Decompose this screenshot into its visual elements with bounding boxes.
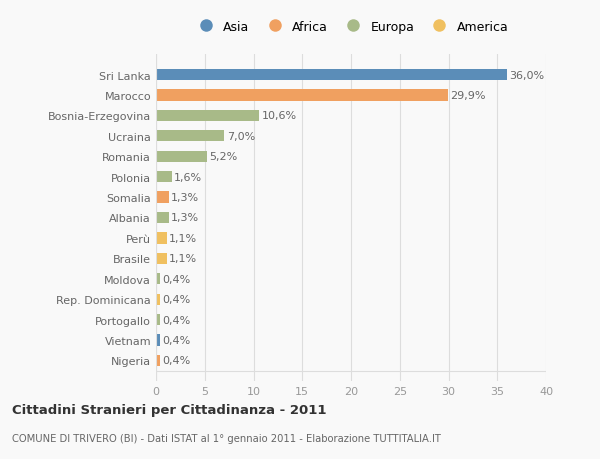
- Text: 36,0%: 36,0%: [509, 71, 545, 80]
- Text: 1,6%: 1,6%: [174, 172, 202, 182]
- Text: 0,4%: 0,4%: [163, 274, 191, 284]
- Text: 1,3%: 1,3%: [171, 213, 199, 223]
- Bar: [156, 294, 160, 305]
- Text: Cittadini Stranieri per Cittadinanza - 2011: Cittadini Stranieri per Cittadinanza - 2…: [12, 403, 326, 416]
- Text: 1,1%: 1,1%: [169, 233, 197, 243]
- Text: 7,0%: 7,0%: [227, 132, 255, 141]
- Bar: [156, 253, 167, 264]
- Bar: [156, 274, 160, 285]
- Text: 1,3%: 1,3%: [171, 193, 199, 203]
- Text: 1,1%: 1,1%: [169, 254, 197, 264]
- Text: COMUNE DI TRIVERO (BI) - Dati ISTAT al 1° gennaio 2011 - Elaborazione TUTTITALIA: COMUNE DI TRIVERO (BI) - Dati ISTAT al 1…: [12, 433, 441, 442]
- Text: 29,9%: 29,9%: [450, 91, 485, 101]
- Text: 0,4%: 0,4%: [163, 335, 191, 345]
- Bar: [156, 172, 172, 183]
- Bar: [156, 314, 160, 325]
- Text: 5,2%: 5,2%: [209, 152, 238, 162]
- Bar: [156, 131, 224, 142]
- Text: 0,4%: 0,4%: [163, 356, 191, 365]
- Bar: [156, 233, 167, 244]
- Bar: [156, 151, 206, 162]
- Bar: [156, 111, 259, 122]
- Bar: [156, 355, 160, 366]
- Bar: [156, 90, 448, 101]
- Text: 0,4%: 0,4%: [163, 315, 191, 325]
- Bar: [156, 213, 169, 224]
- Text: 10,6%: 10,6%: [262, 111, 297, 121]
- Bar: [156, 335, 160, 346]
- Legend: Asia, Africa, Europa, America: Asia, Africa, Europa, America: [188, 16, 514, 39]
- Text: 0,4%: 0,4%: [163, 295, 191, 304]
- Bar: [156, 70, 507, 81]
- Bar: [156, 192, 169, 203]
